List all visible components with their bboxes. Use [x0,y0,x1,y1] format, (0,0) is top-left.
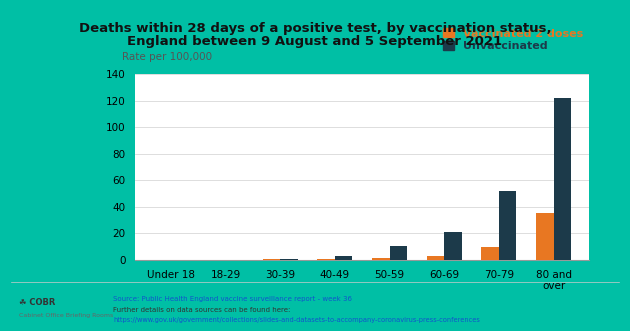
Legend: Vaccinated 2 doses, Unvaccinated: Vaccinated 2 doses, Unvaccinated [444,28,583,51]
Bar [318,259,335,260]
Bar [335,256,352,260]
Text: ☘ COBR: ☘ COBR [19,298,55,307]
Bar [444,232,462,260]
Bar [372,258,389,260]
Text: Cabinet Office Briefing Rooms: Cabinet Office Briefing Rooms [19,313,113,318]
Text: Further details on data sources can be found here:: Further details on data sources can be f… [113,307,291,313]
Bar [427,256,444,260]
Text: Source: Public Health England vaccine surveillance report - week 36: Source: Public Health England vaccine su… [113,296,352,302]
Bar [499,191,517,260]
Text: England between 9 August and 5 September 2021: England between 9 August and 5 September… [127,35,503,48]
Text: Deaths within 28 days of a positive test, by vaccination status,: Deaths within 28 days of a positive test… [79,22,551,34]
Bar [481,247,499,260]
Bar [389,246,407,260]
Bar [554,98,571,260]
Bar [536,213,554,260]
Text: Rate per 100,000: Rate per 100,000 [122,52,212,62]
Text: https://www.gov.uk/government/collections/slides-and-datasets-to-accompany-coron: https://www.gov.uk/government/collection… [113,317,480,323]
Bar [280,259,298,260]
